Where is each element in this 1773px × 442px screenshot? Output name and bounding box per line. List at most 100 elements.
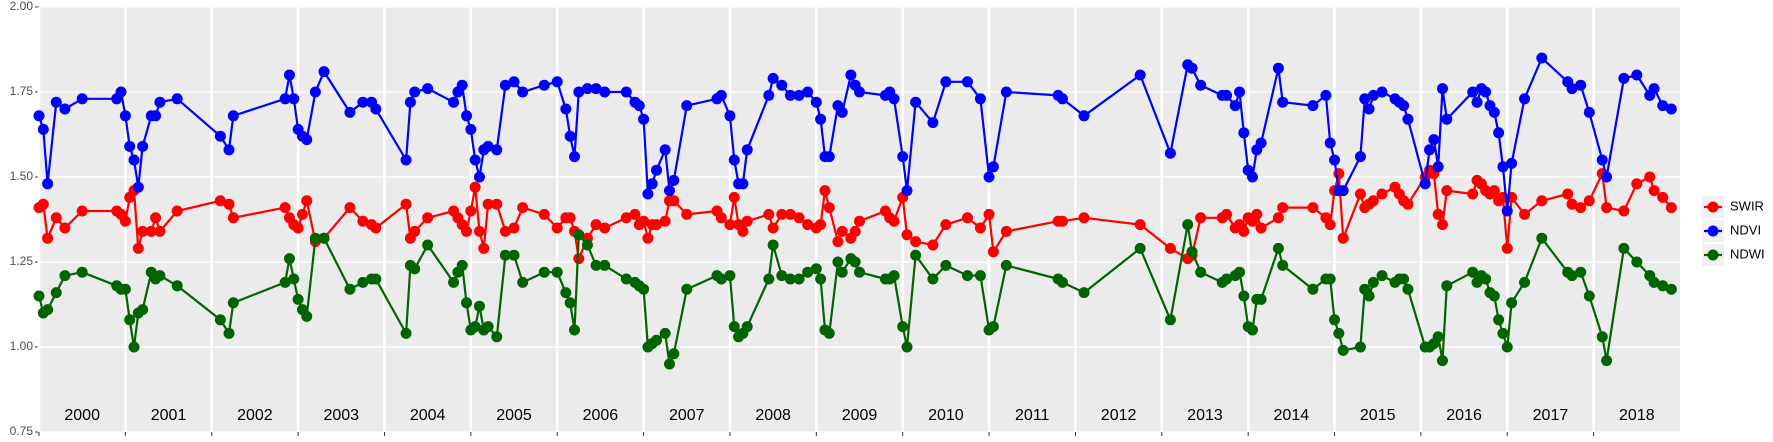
data-point: [478, 242, 490, 254]
data-point: [301, 134, 313, 146]
data-point: [1320, 89, 1332, 101]
data-point: [50, 287, 62, 299]
data-point: [560, 103, 572, 115]
data-point: [573, 86, 585, 98]
data-point: [370, 273, 382, 285]
data-point: [1519, 93, 1531, 105]
data-point: [1255, 293, 1267, 305]
data-point: [473, 171, 485, 183]
data-point: [1337, 185, 1349, 197]
data-point: [37, 198, 49, 210]
data-point: [715, 273, 727, 285]
data-point: [1376, 86, 1388, 98]
data-point: [1536, 195, 1548, 207]
data-point: [154, 225, 166, 237]
data-point: [1337, 232, 1349, 244]
data-point: [1631, 256, 1643, 268]
data-point: [888, 93, 900, 105]
data-point: [538, 266, 550, 278]
data-point: [1324, 273, 1336, 285]
data-point: [344, 283, 356, 295]
data-point: [845, 69, 857, 81]
data-point: [983, 171, 995, 183]
data-point: [1367, 276, 1379, 288]
data-point: [292, 293, 304, 305]
data-point: [42, 232, 54, 244]
data-point: [465, 205, 477, 217]
data-point: [724, 110, 736, 122]
data-point: [974, 270, 986, 282]
data-point: [301, 195, 313, 207]
data-point: [784, 89, 796, 101]
x-tick-label: 2009: [842, 407, 878, 424]
data-point: [344, 106, 356, 118]
data-point: [1419, 178, 1431, 190]
data-point: [1182, 219, 1194, 231]
data-point: [1488, 290, 1500, 302]
data-point: [1575, 266, 1587, 278]
data-point: [793, 212, 805, 224]
data-point: [1501, 341, 1513, 353]
data-point: [400, 198, 412, 210]
data-point: [823, 202, 835, 214]
data-point: [854, 266, 865, 278]
data-point: [223, 144, 235, 156]
legend-label: NDVI: [1730, 222, 1761, 237]
data-point: [422, 83, 434, 95]
data-point: [961, 270, 973, 282]
data-point: [651, 219, 663, 231]
data-point: [854, 215, 865, 227]
data-point: [214, 130, 226, 142]
data-point: [599, 222, 611, 234]
data-point: [564, 212, 576, 224]
data-point: [1398, 100, 1410, 112]
data-point: [1583, 106, 1595, 118]
data-point: [940, 219, 952, 231]
data-point: [1436, 83, 1448, 95]
data-point: [1234, 266, 1246, 278]
data-point: [633, 100, 645, 112]
data-point: [1601, 355, 1613, 367]
data-point: [318, 232, 330, 244]
data-point: [888, 270, 900, 282]
data-point: [1186, 62, 1198, 74]
data-point: [1134, 69, 1146, 81]
data-point: [227, 110, 239, 122]
data-point: [409, 86, 421, 98]
data-point: [728, 191, 740, 203]
data-point: [42, 178, 54, 190]
data-point: [1506, 157, 1518, 169]
data-point: [1000, 225, 1012, 237]
data-point: [784, 208, 796, 220]
data-point: [119, 283, 131, 295]
data-point: [668, 174, 680, 186]
data-point: [767, 72, 779, 84]
data-point: [461, 110, 473, 122]
data-point: [767, 239, 779, 251]
data-point: [1493, 127, 1505, 139]
data-point: [910, 249, 922, 261]
data-point: [763, 208, 775, 220]
data-point: [663, 358, 675, 370]
data-point: [171, 93, 183, 105]
data-point: [1238, 127, 1250, 139]
data-point: [974, 93, 986, 105]
data-point: [1234, 86, 1246, 98]
data-point: [448, 96, 460, 108]
data-point: [409, 263, 421, 275]
data-point: [681, 283, 693, 295]
data-point: [499, 79, 511, 91]
data-point: [836, 106, 848, 118]
data-point: [551, 76, 563, 88]
data-point: [987, 161, 999, 173]
y-tick-label: 0.75: [10, 424, 34, 438]
data-point: [581, 239, 593, 251]
data-point: [897, 151, 909, 163]
data-point: [560, 287, 572, 299]
data-point: [1665, 202, 1677, 214]
data-point: [728, 321, 740, 333]
data-point: [1497, 161, 1509, 173]
data-point: [404, 96, 416, 108]
data-point: [292, 222, 304, 234]
data-point: [1441, 280, 1453, 292]
